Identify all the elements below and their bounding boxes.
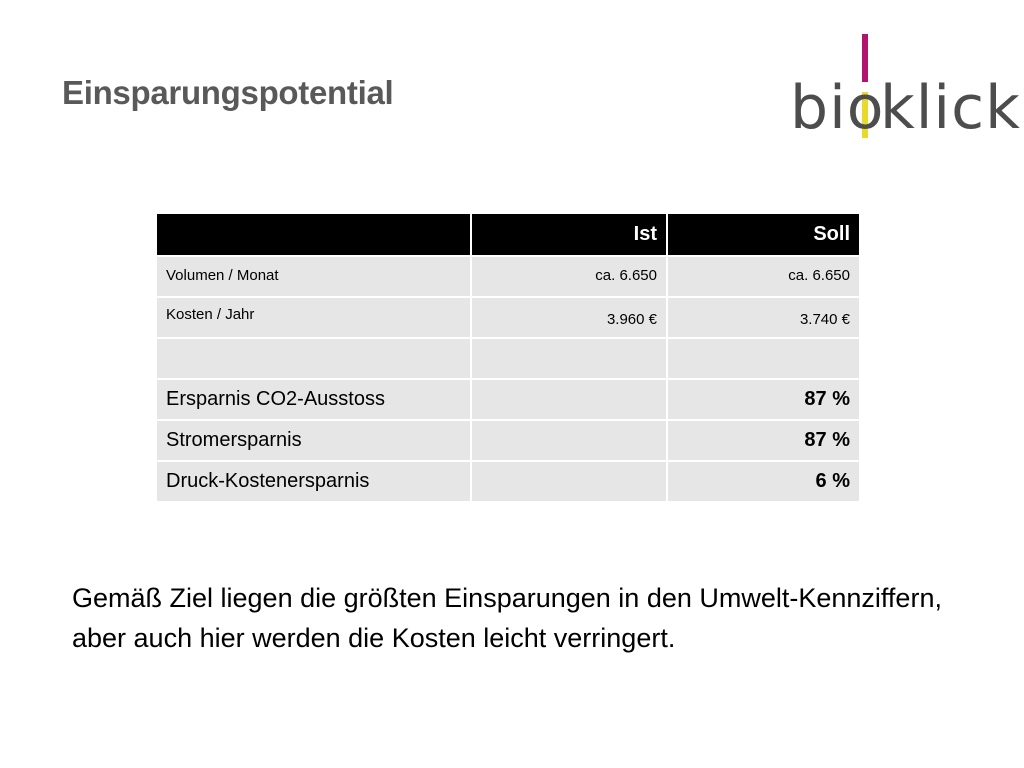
header-ist: Ist: [471, 214, 668, 257]
slide-title: Einsparungspotential: [62, 74, 394, 111]
table-row-druck: Druck-Kostenersparnis 6 %: [157, 461, 859, 503]
table-row-co2: Ersparnis CO2-Ausstoss 87 %: [157, 379, 859, 421]
row-label: Ersparnis CO2-Ausstoss: [157, 379, 472, 421]
cell-soll: 3.740 €: [667, 297, 859, 339]
summary-text: Gemäß Ziel liegen die größten Einsparung…: [72, 583, 942, 653]
cell-soll: [667, 338, 859, 380]
cell-soll: 87 %: [667, 379, 859, 421]
cell-soll: 6 %: [667, 461, 859, 503]
cell-ist: 3.960 €: [471, 297, 668, 339]
table-header-row: Ist Soll: [157, 214, 859, 257]
cell-ist: [471, 338, 668, 380]
cell-soll: ca. 6.650: [667, 256, 859, 298]
row-label: Volumen / Monat: [157, 256, 472, 298]
bioklick-logo: bio klick: [790, 34, 1020, 143]
table-row-volumen: Volumen / Monat ca. 6.650 ca. 6.650: [157, 256, 859, 298]
table-row-empty: [157, 338, 859, 380]
cell-ist: [471, 461, 668, 503]
logo-bar-magenta: [862, 34, 868, 82]
header-soll: Soll: [667, 214, 859, 257]
cell-soll: 87 %: [667, 420, 859, 462]
logo-text-bio: bio: [790, 73, 885, 143]
row-label: Kosten / Jahr: [157, 297, 472, 339]
table-row-strom: Stromersparnis 87 %: [157, 420, 859, 462]
header-empty: [157, 214, 472, 257]
cell-ist: [471, 379, 668, 421]
row-label: [157, 338, 472, 380]
row-label: Druck-Kostenersparnis: [157, 461, 472, 503]
logo-bar-yellow: [862, 92, 868, 138]
logo-text-klick: klick: [880, 73, 1021, 143]
row-label: Stromersparnis: [157, 420, 472, 462]
savings-table: Ist Soll Volumen / Monat ca. 6.650 ca. 6…: [157, 214, 859, 503]
table-row-kosten: Kosten / Jahr 3.960 € 3.740 €: [157, 297, 859, 339]
cell-ist: ca. 6.650: [471, 256, 668, 298]
cell-ist: [471, 420, 668, 462]
